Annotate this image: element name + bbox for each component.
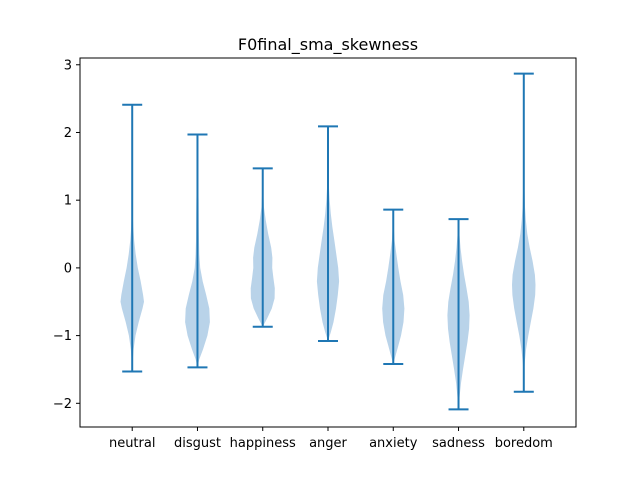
y-axis: −2 −1 0 1 2 3: [53, 58, 80, 412]
chart-title: F0final_sma_skewness: [238, 35, 418, 55]
y-tick-label: 1: [64, 194, 72, 209]
x-tick-label-anxiety: anxiety: [369, 436, 418, 451]
violin-group: [120, 72, 536, 411]
x-tick-label-sadness: sadness: [432, 436, 485, 451]
y-tick-label: 0: [64, 261, 72, 276]
y-tick-label: 2: [64, 126, 72, 141]
x-tick-label-anger: anger: [309, 436, 347, 451]
plot-area-frame: [79, 57, 577, 428]
y-tick-label: 3: [64, 58, 72, 73]
x-axis: neutral disgust happiness anger anxiety sadne…: [109, 427, 553, 451]
x-tick-label-boredom: boredom: [495, 436, 553, 451]
y-tick-label: −1: [53, 329, 72, 344]
x-tick-label-neutral: neutral: [109, 436, 156, 451]
x-tick-label-happiness: happiness: [230, 436, 296, 451]
y-tick-label: −2: [53, 397, 72, 412]
x-tick-label-disgust: disgust: [174, 436, 221, 451]
